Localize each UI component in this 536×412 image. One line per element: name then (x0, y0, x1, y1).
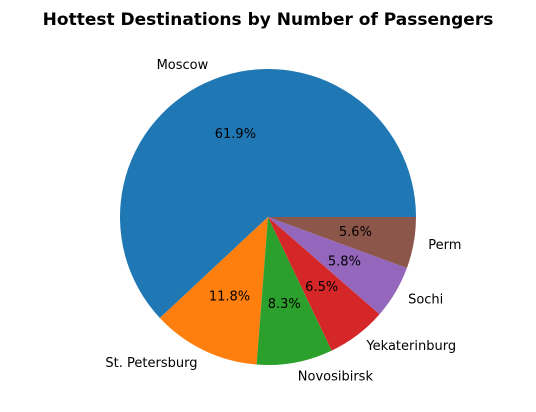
category-label-st-petersburg: St. Petersburg (105, 356, 197, 371)
category-label-yekaterinburg: Yekaterinburg (365, 339, 456, 354)
category-label-moscow: Moscow (157, 58, 209, 73)
percent-label-yekaterinburg: 6.5% (305, 280, 338, 295)
percent-label-st-petersburg: 11.8% (209, 290, 250, 305)
percent-label-novosibirsk: 8.3% (268, 297, 301, 312)
percent-label-perm: 5.6% (339, 225, 372, 240)
pie-slices (120, 69, 416, 365)
category-label-novosibirsk: Novosibirsk (298, 370, 374, 385)
percent-label-sochi: 5.8% (328, 255, 361, 270)
category-label-perm: Perm (428, 238, 461, 253)
category-label-sochi: Sochi (408, 292, 443, 307)
percent-label-moscow: 61.9% (215, 127, 256, 142)
chart-title: Hottest Destinations by Number of Passen… (43, 10, 494, 30)
